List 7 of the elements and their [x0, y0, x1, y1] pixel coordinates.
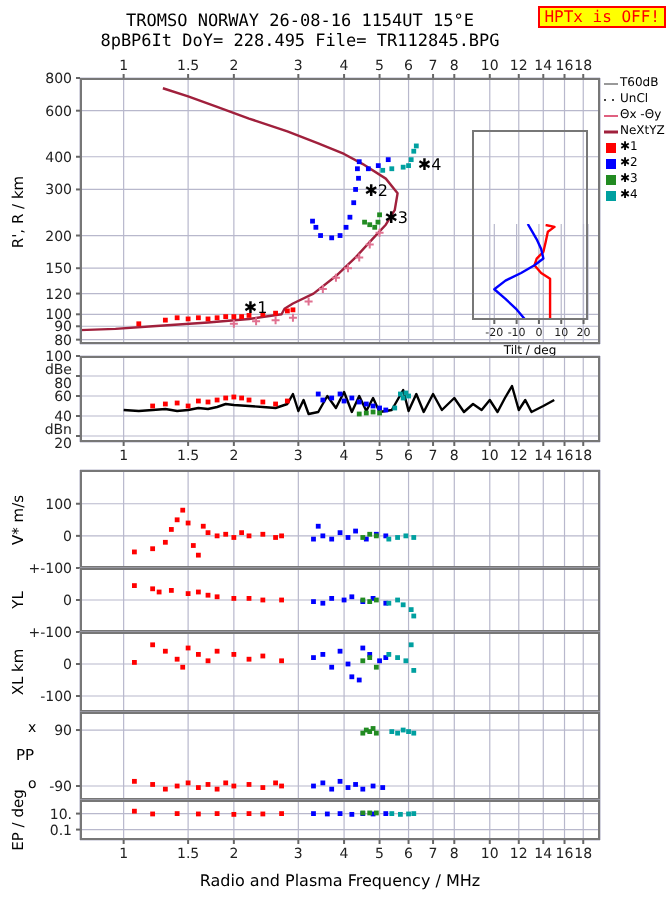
- annotation: ✱1: [243, 298, 268, 317]
- chart-title: TROMSO NORWAY 26-08-16 1154UT 15°E: [126, 12, 474, 32]
- text: HPTx is OFF!: [538, 6, 666, 28]
- x-axis-title: Radio and Plasma Frequency / MHz: [197, 872, 483, 890]
- chart-subtitle: 8pBP6It DoY= 228.495 File= TR112845.BPG: [98, 32, 502, 52]
- annotation: ✱4: [417, 155, 442, 174]
- annotation: ✱2: [364, 182, 389, 201]
